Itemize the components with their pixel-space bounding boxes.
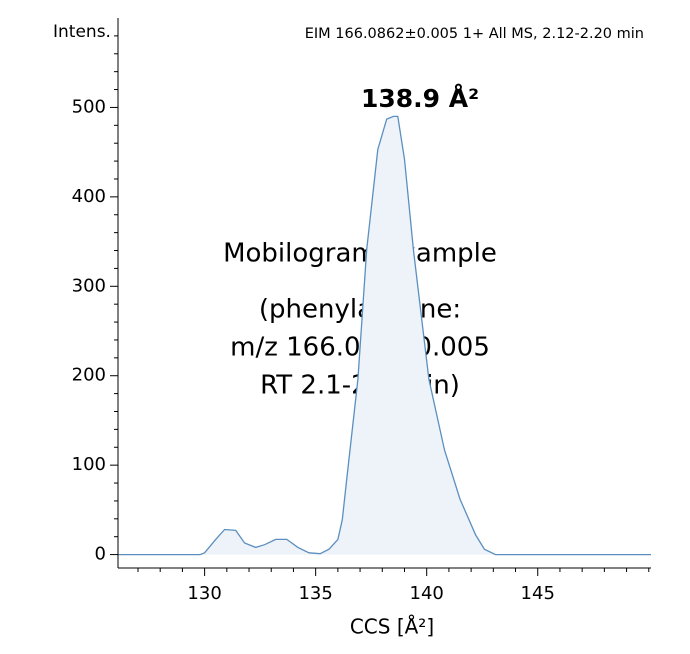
annotation: (phenylalanine: bbox=[259, 295, 461, 325]
y-tick-label: 100 bbox=[72, 454, 106, 475]
y-tick-label: 200 bbox=[72, 365, 106, 386]
x-tick-label: 130 bbox=[187, 583, 221, 604]
line bbox=[118, 115, 651, 556]
y-axis-label: Intens. bbox=[53, 22, 111, 42]
annotation: Mobilogram example bbox=[223, 239, 497, 269]
x-tick-label: 135 bbox=[298, 583, 332, 604]
y-tick-label: 0 bbox=[95, 544, 106, 565]
x-axis-label: CCS [Å²] bbox=[350, 615, 434, 639]
chart-title: EIM 166.0862±0.005 1+ All MS, 2.12-2.20 … bbox=[305, 26, 644, 42]
peak-label: 138.9 Å² bbox=[361, 84, 479, 113]
y-tick-label: 500 bbox=[72, 96, 106, 117]
y-tick-label: 400 bbox=[72, 186, 106, 207]
area bbox=[118, 116, 651, 555]
x-tick-label: 140 bbox=[410, 583, 444, 604]
y-tick-label: 300 bbox=[72, 275, 106, 296]
x-tick-label: 145 bbox=[521, 583, 555, 604]
